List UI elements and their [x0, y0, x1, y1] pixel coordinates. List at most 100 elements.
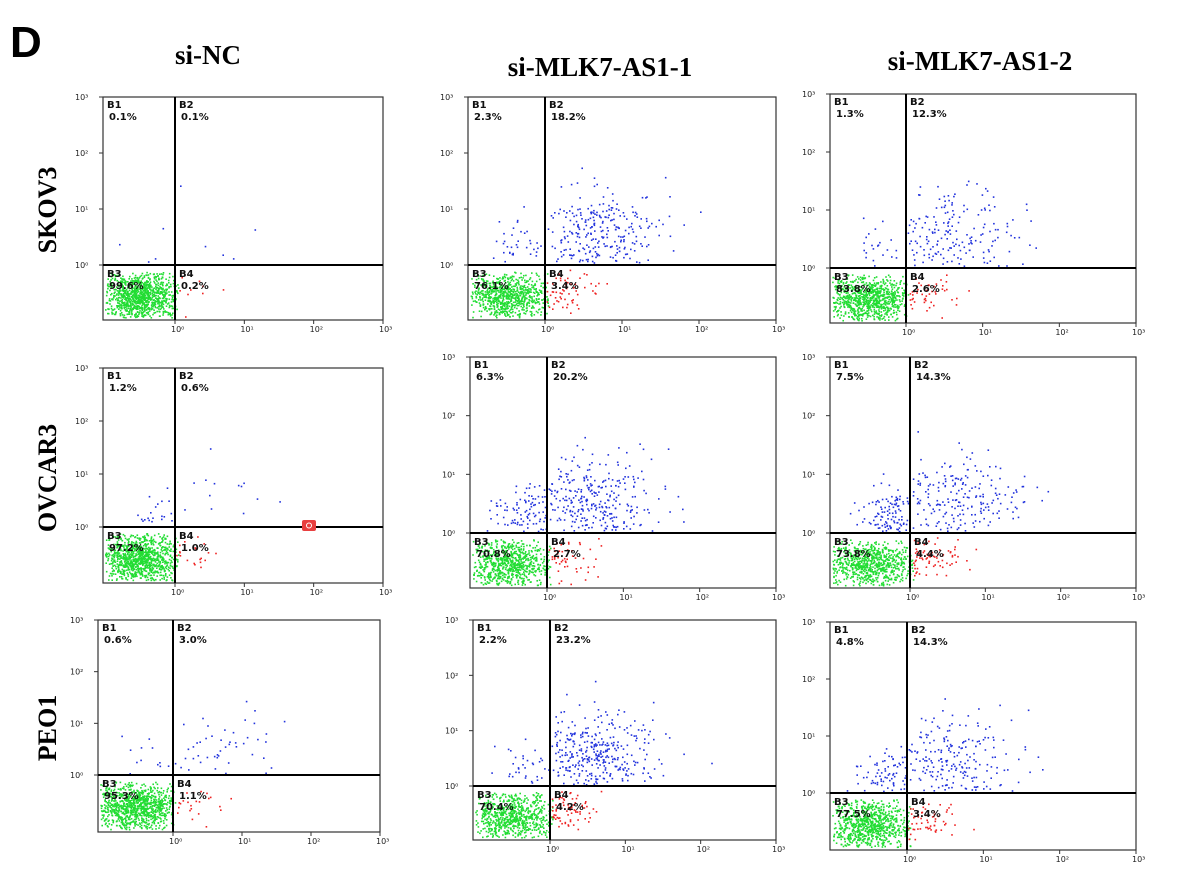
event-dot: [993, 206, 996, 208]
event-dot: [495, 555, 497, 558]
event-dot: [165, 300, 167, 303]
event-dot: [136, 551, 139, 553]
event-dot: [843, 304, 845, 306]
event-dot: [143, 569, 145, 571]
event-dot: [569, 230, 571, 233]
event-dot: [144, 519, 146, 521]
event-dot: [882, 298, 885, 301]
event-dot: [586, 274, 588, 276]
event-dot: [165, 305, 168, 307]
event-dot: [850, 302, 852, 304]
event-dot: [560, 255, 563, 258]
event-dot: [514, 566, 516, 568]
event-dot: [935, 283, 938, 285]
event-dot: [482, 569, 484, 571]
event-dot: [540, 558, 542, 561]
event-dot: [484, 564, 486, 566]
event-dot: [535, 290, 537, 293]
event-dot: [909, 299, 912, 301]
event-dot: [868, 292, 870, 294]
event-dot: [153, 293, 156, 295]
event-dot: [559, 292, 562, 294]
event-dot: [128, 295, 131, 297]
event-dot: [485, 280, 488, 282]
event-dot: [149, 563, 151, 566]
event-dot: [524, 287, 527, 289]
event-dot: [499, 277, 501, 279]
event-dot: [167, 568, 169, 571]
event-dot: [105, 570, 108, 573]
event-dot: [478, 310, 481, 312]
event-dot: [647, 244, 650, 246]
quadrant-b2-dots: [180, 185, 257, 260]
event-dot: [911, 249, 914, 251]
event-dot: [140, 567, 142, 569]
event-dot: [486, 565, 489, 568]
event-dot: [501, 574, 504, 577]
event-dot: [154, 311, 157, 314]
event-dot: [128, 538, 130, 540]
event-dot: [957, 221, 960, 224]
event-dot: [146, 555, 149, 557]
event-dot: [868, 303, 871, 305]
event-dot: [931, 290, 933, 293]
event-dot: [472, 540, 475, 543]
event-dot: [158, 287, 161, 290]
event-dot: [502, 540, 505, 543]
event-dot: [167, 279, 170, 282]
event-dot: [573, 223, 575, 226]
event-dot: [523, 295, 526, 297]
event-dot: [122, 293, 125, 295]
event-dot: [138, 305, 140, 308]
event-dot: [140, 577, 142, 579]
event-dot: [118, 292, 120, 295]
event-dot: [161, 301, 164, 303]
event-dot: [107, 278, 109, 280]
y-tick-label: 10⁰: [75, 261, 88, 270]
event-dot: [503, 561, 506, 564]
event-dot: [125, 558, 127, 561]
event-dot: [885, 296, 887, 299]
event-dot: [859, 291, 862, 293]
event-dot: [108, 308, 110, 311]
event-dot: [874, 265, 876, 267]
event-dot: [529, 253, 532, 255]
event-dot: [629, 257, 631, 260]
event-dot: [165, 573, 167, 575]
event-dot: [593, 185, 596, 188]
event-dot: [840, 280, 843, 282]
event-dot: [162, 567, 164, 570]
event-dot: [483, 296, 485, 298]
event-dot: [133, 299, 136, 302]
event-dot: [933, 304, 935, 307]
event-dot: [156, 575, 158, 577]
event-dot: [620, 239, 622, 242]
event-dot: [134, 288, 136, 290]
event-dot: [162, 312, 165, 314]
event-dot: [154, 306, 157, 309]
event-dot: [890, 239, 892, 241]
event-dot: [870, 292, 873, 294]
event-dot: [500, 297, 502, 299]
event-dot: [624, 253, 627, 256]
event-dot: [136, 546, 138, 549]
quadrant-b3-dots: [832, 274, 910, 322]
event-dot: [888, 291, 891, 293]
event-dot: [508, 283, 510, 285]
event-dot: [144, 548, 146, 550]
event-dot: [145, 283, 147, 285]
event-dot: [120, 304, 122, 307]
event-dot: [123, 574, 126, 577]
event-dot: [870, 304, 873, 306]
event-dot: [160, 273, 163, 275]
event-dot: [631, 242, 634, 244]
event-dot: [847, 301, 850, 303]
event-dot: [476, 569, 478, 572]
event-dot: [865, 294, 867, 296]
event-dot: [507, 307, 509, 310]
event-dot: [129, 556, 131, 558]
event-dot: [497, 584, 500, 586]
event-dot: [128, 555, 130, 557]
event-dot: [140, 280, 143, 282]
